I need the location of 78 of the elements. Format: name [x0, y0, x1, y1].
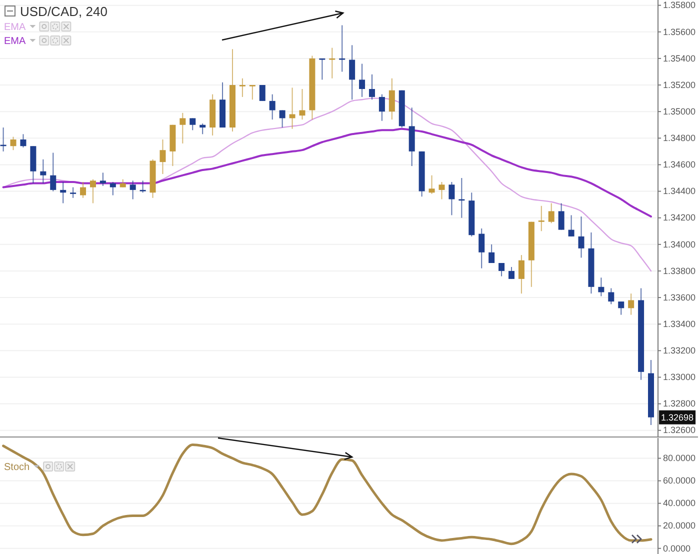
- y-tick-label: 1.32600: [663, 425, 696, 436]
- candlestick: [428, 174, 435, 194]
- candlestick: [359, 63, 366, 98]
- candlestick: [90, 178, 96, 204]
- candlestick: [279, 110, 286, 128]
- candlestick: [289, 87, 296, 130]
- candlestick: [349, 44, 356, 100]
- y-tick-label: 1.35800: [663, 0, 696, 10]
- y-tick-label: 1.33400: [663, 318, 696, 329]
- candlestick: [608, 288, 614, 305]
- candlestick: [190, 118, 196, 131]
- candlestick: [508, 266, 514, 280]
- candlestick: [160, 138, 166, 175]
- y-tick-label: 1.34200: [663, 212, 696, 223]
- y-tick-label: 1.34800: [663, 133, 696, 144]
- candlestick: [140, 180, 146, 194]
- candlestick: [40, 158, 46, 184]
- y-tick-label: 80.0000: [663, 453, 696, 464]
- text: EMA: [4, 22, 26, 33]
- candlestick: [70, 186, 76, 198]
- candlestick: [110, 181, 116, 196]
- y-tick-label: 1.33000: [663, 372, 696, 382]
- y-tick-label: 1.32800: [663, 398, 696, 409]
- candlestick: [249, 84, 256, 100]
- candlestick: [299, 88, 306, 120]
- candlestick: [488, 244, 495, 264]
- candlestick: [259, 84, 266, 102]
- candlestick: [478, 228, 485, 269]
- candlestick: [538, 205, 544, 232]
- candlestick: [618, 301, 624, 316]
- candlestick: [548, 202, 554, 224]
- candlestick: [378, 94, 385, 122]
- candlestick: [388, 78, 395, 120]
- candlestick: [80, 181, 86, 198]
- candlestick: [578, 216, 584, 258]
- candlestick: [60, 181, 66, 204]
- y-tick-label: 1.35000: [663, 106, 696, 116]
- y-tick-label: 1.33600: [663, 292, 696, 302]
- y-tick-label: 1.35400: [663, 53, 696, 64]
- candlestick: [368, 74, 375, 100]
- text: EMA: [4, 36, 26, 47]
- candlestick: [598, 277, 604, 297]
- candlestick: [130, 180, 136, 200]
- y-tick-label: 20.0000: [663, 520, 696, 531]
- y-tick-label: 40.0000: [663, 498, 696, 508]
- series-label: Stoch: [4, 462, 30, 473]
- candlestick: [498, 262, 505, 277]
- y-tick-label: 0.0000: [663, 543, 691, 554]
- candlestick: [458, 177, 465, 218]
- y-tick-label: 1.35600: [663, 26, 696, 37]
- candlestick: [269, 94, 276, 120]
- candlestick: [329, 47, 336, 79]
- candlestick: [50, 152, 56, 192]
- line-series: [2, 128, 652, 218]
- candlestick: [180, 112, 186, 144]
- chart-title: USD/CAD, 240: [20, 4, 108, 19]
- annotation: 1.32698: [661, 412, 694, 422]
- candlestick: [100, 172, 106, 186]
- candlestick: [518, 254, 524, 294]
- candlestick: [438, 181, 445, 200]
- candlestick: [239, 78, 246, 98]
- y-tick-label: 1.34400: [663, 186, 696, 196]
- candlestick: [20, 134, 26, 148]
- y-tick-label: 1.34600: [663, 160, 696, 170]
- y-tick-label: 60.0000: [663, 476, 696, 486]
- candlestick: [339, 24, 346, 72]
- candlestick: [568, 214, 574, 237]
- y-tick-label: 1.33200: [663, 346, 696, 356]
- line-series: [2, 444, 652, 546]
- y-tick-label: 1.33800: [663, 266, 696, 276]
- candlestick: [200, 123, 206, 135]
- candlestick: [628, 293, 634, 316]
- candlestick: [319, 58, 326, 80]
- y-tick-label: 1.35200: [663, 80, 696, 90]
- candlestick: [10, 136, 16, 151]
- candlestick: [448, 181, 455, 216]
- y-tick-label: 1.34000: [663, 239, 696, 250]
- candlestick: [558, 202, 564, 230]
